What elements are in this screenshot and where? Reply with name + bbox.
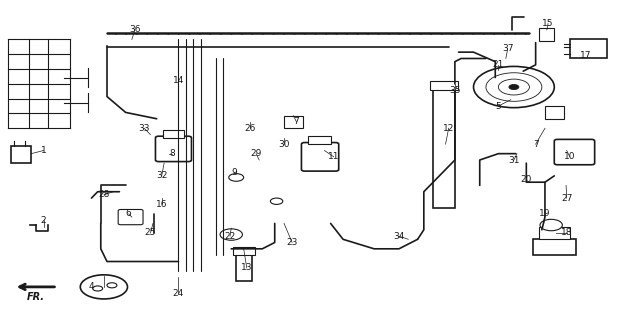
Text: FR.: FR. xyxy=(27,292,44,302)
Bar xyxy=(233,247,255,255)
Text: 28: 28 xyxy=(98,190,110,199)
Text: 37: 37 xyxy=(502,44,514,53)
FancyBboxPatch shape xyxy=(155,136,192,162)
Bar xyxy=(284,116,303,128)
Bar xyxy=(570,39,607,59)
Text: 2: 2 xyxy=(41,216,46,225)
Bar xyxy=(532,239,576,255)
Bar xyxy=(433,87,455,208)
Bar xyxy=(430,81,458,90)
Text: 12: 12 xyxy=(443,124,454,133)
Text: 17: 17 xyxy=(580,51,591,60)
FancyBboxPatch shape xyxy=(554,140,595,165)
Text: 27: 27 xyxy=(561,194,572,203)
Text: 20: 20 xyxy=(520,174,532,184)
Text: 36: 36 xyxy=(129,25,140,35)
Text: 10: 10 xyxy=(564,152,575,161)
Circle shape xyxy=(229,174,243,181)
Bar xyxy=(308,136,331,144)
Text: 13: 13 xyxy=(241,263,253,272)
Circle shape xyxy=(80,275,127,299)
Text: 29: 29 xyxy=(250,149,262,158)
Text: 34: 34 xyxy=(393,232,404,241)
Circle shape xyxy=(270,198,283,204)
Text: 18: 18 xyxy=(561,228,572,237)
Bar xyxy=(539,227,570,239)
Text: 9: 9 xyxy=(232,168,237,177)
Circle shape xyxy=(220,229,242,240)
Text: 19: 19 xyxy=(539,209,551,219)
Text: 15: 15 xyxy=(542,19,554,28)
Text: 25: 25 xyxy=(145,228,156,237)
Bar xyxy=(11,146,31,163)
Text: 24: 24 xyxy=(173,289,184,298)
Bar xyxy=(236,249,251,281)
Circle shape xyxy=(509,84,519,90)
Text: 30: 30 xyxy=(278,140,290,148)
Text: 26: 26 xyxy=(244,124,256,133)
Text: 11: 11 xyxy=(328,152,339,161)
Text: 7: 7 xyxy=(294,117,300,126)
Text: 23: 23 xyxy=(286,238,298,247)
Text: 5: 5 xyxy=(495,101,501,111)
Text: 33: 33 xyxy=(139,124,150,133)
Text: 22: 22 xyxy=(225,232,236,241)
Circle shape xyxy=(107,283,117,288)
Circle shape xyxy=(540,219,562,231)
Text: 32: 32 xyxy=(156,172,167,180)
Text: 4: 4 xyxy=(89,282,94,292)
Text: 14: 14 xyxy=(173,76,184,85)
FancyBboxPatch shape xyxy=(301,142,339,171)
Bar xyxy=(539,28,554,41)
Circle shape xyxy=(93,286,103,291)
Bar xyxy=(545,106,563,119)
Text: 8: 8 xyxy=(169,149,175,158)
Text: 7: 7 xyxy=(533,140,539,148)
Bar xyxy=(163,130,184,138)
Text: 6: 6 xyxy=(126,209,132,219)
Text: 35: 35 xyxy=(449,86,461,95)
Text: 31: 31 xyxy=(508,156,520,164)
Text: 1: 1 xyxy=(41,146,47,155)
Text: 16: 16 xyxy=(156,200,167,209)
Text: 21: 21 xyxy=(493,60,504,69)
Circle shape xyxy=(474,67,554,108)
FancyBboxPatch shape xyxy=(118,210,143,225)
